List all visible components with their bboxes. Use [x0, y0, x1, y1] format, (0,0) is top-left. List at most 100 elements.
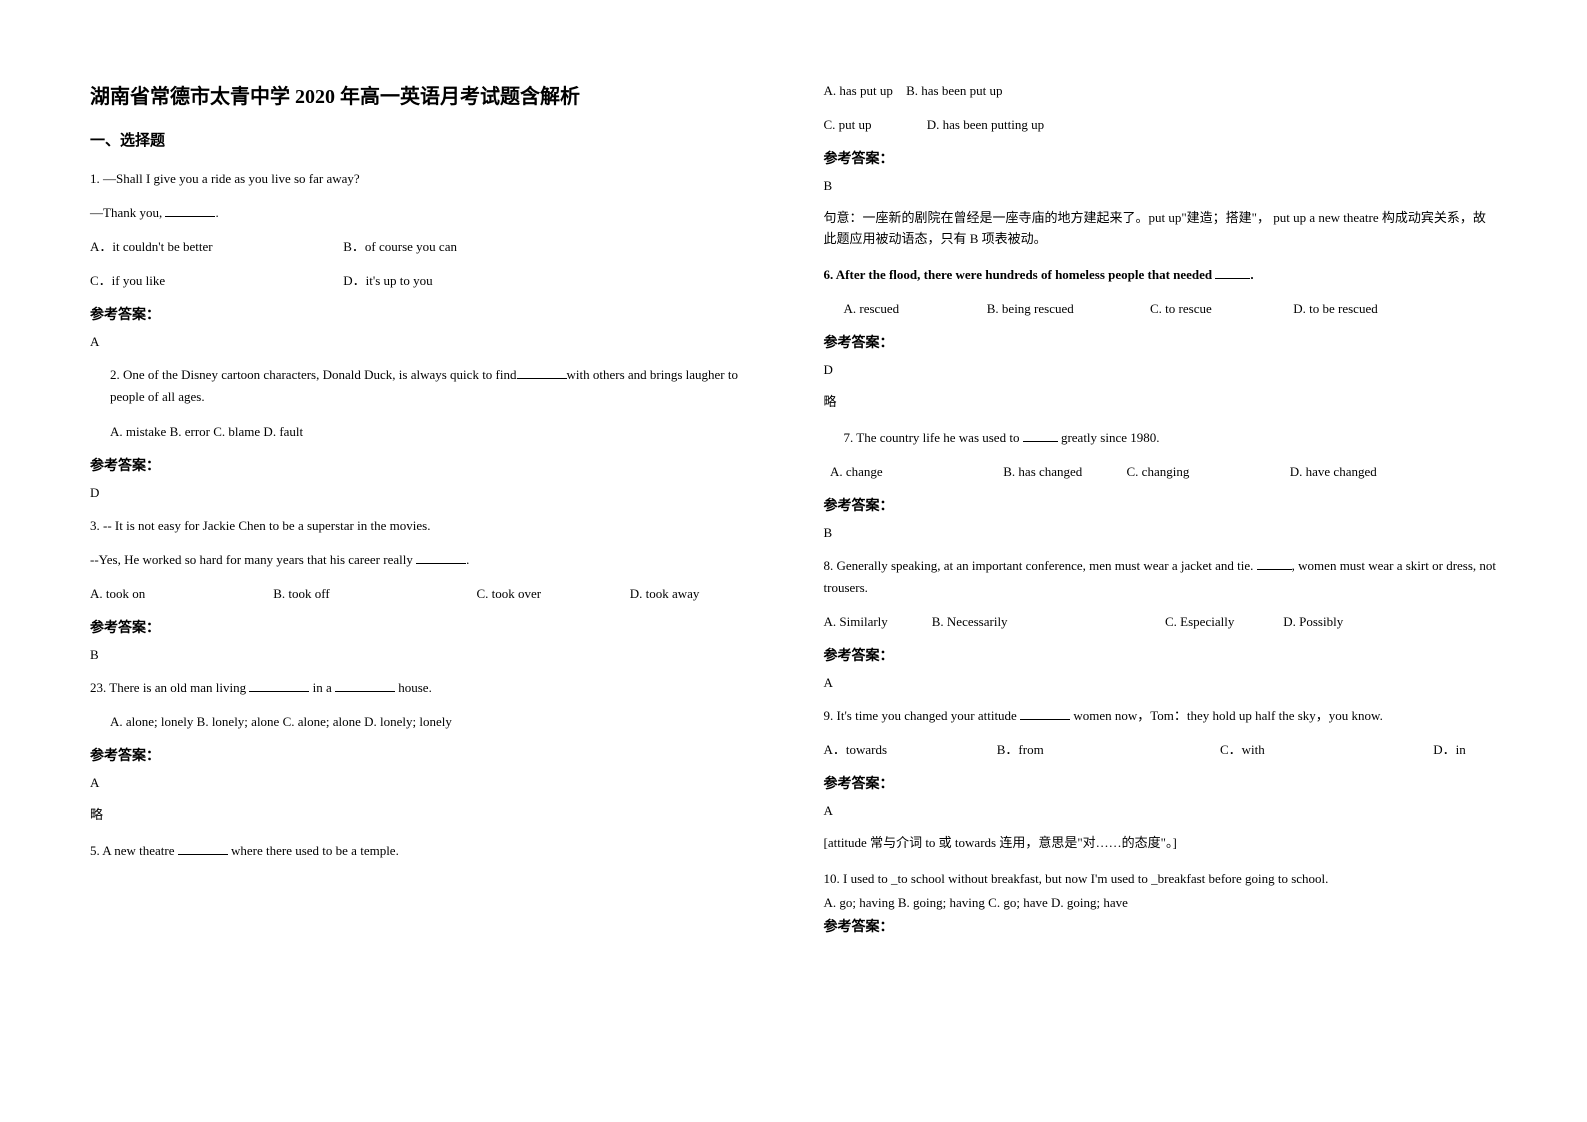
q1-ans: A [90, 334, 764, 350]
q6-ans: D [824, 362, 1498, 378]
q1-opts-row1: A．it couldn't be better B．of course you … [90, 236, 764, 258]
q3-ans: B [90, 647, 764, 663]
q3-post: . [466, 552, 469, 567]
q9-line: 9. It's time you changed your attitude w… [824, 705, 1498, 727]
q1-opts-row2: C．if you like D．it's up to you [90, 270, 764, 292]
q8-line: 8. Generally speaking, at an important c… [824, 555, 1498, 599]
q8-ans: A [824, 675, 1498, 691]
q2-pre: 2. One of the Disney cartoon characters,… [110, 367, 517, 382]
q6-line: 6. After the flood, there were hundreds … [824, 264, 1498, 286]
q6-post: . [1250, 267, 1253, 282]
q5-post: where there used to be a temple. [228, 843, 399, 858]
q6-optD: D. to be rescued [1293, 298, 1377, 320]
q2-opts: A. mistake B. error C. blame D. fault [90, 421, 764, 443]
q3-blank [416, 551, 466, 564]
q6-optB: B. being rescued [987, 298, 1117, 320]
q9-blank [1020, 707, 1070, 720]
q5-optA: A. has put up [824, 80, 893, 102]
q9-optC: C．with [1220, 739, 1400, 761]
q9-explain: [attitude 常与介词 to 或 towards 连用，意思是"对……的态… [824, 833, 1498, 854]
q6-ans-label: 参考答案： [824, 332, 1498, 352]
q6-opts: A. rescued B. being rescued C. to rescue… [824, 298, 1498, 320]
q5-opts-row2: C. put up D. has been putting up [824, 114, 1498, 136]
q7-optA: A. change [830, 461, 970, 483]
q1-line2-post: . [215, 205, 218, 220]
q6-optC: C. to rescue [1150, 298, 1260, 320]
q5-line: 5. A new theatre where there used to be … [90, 840, 764, 862]
q7-optC: C. changing [1127, 461, 1257, 483]
q2-line: 2. One of the Disney cartoon characters,… [90, 364, 764, 408]
q8-optA: A. Similarly [824, 611, 914, 633]
q23-pre: 23. There is an old man living [90, 680, 249, 695]
q2-blank [517, 366, 567, 379]
q3-optC: C. took over [477, 583, 597, 605]
q3-opts: A. took on B. took off C. took over D. t… [90, 583, 764, 605]
q23-line: 23. There is an old man living in a hous… [90, 677, 764, 699]
q7-opts: A. change B. has changed C. changing D. … [824, 461, 1498, 483]
q9-pre: 9. It's time you changed your attitude [824, 708, 1021, 723]
q23-post: house. [395, 680, 432, 695]
left-column: 湖南省常德市太青中学 2020 年高一英语月考试题含解析 一、选择题 1. —S… [60, 80, 794, 1082]
q23-mid: in a [309, 680, 335, 695]
q8-ans-label: 参考答案： [824, 645, 1498, 665]
q1-blank [165, 204, 215, 217]
q5-pre: 5. A new theatre [90, 843, 178, 858]
q3-pre: --Yes, He worked so hard for many years … [90, 552, 416, 567]
q6-blank [1215, 266, 1250, 279]
q5-blank [178, 842, 228, 855]
q23-opts: A. alone; lonely B. lonely; alone C. alo… [90, 711, 764, 733]
q23-ans-label: 参考答案： [90, 745, 764, 765]
q9-ans: A [824, 803, 1498, 819]
q23-blank2 [335, 679, 395, 692]
section-1-header: 一、选择题 [90, 129, 764, 150]
q5-optC: C. put up [824, 114, 914, 136]
q2-ans: D [90, 485, 764, 501]
q5-ans-label: 参考答案： [824, 148, 1498, 168]
right-column: A. has put up B. has been put up C. put … [794, 80, 1528, 1082]
q7-blank [1023, 429, 1058, 442]
q8-blank [1257, 557, 1292, 570]
q7-pre: 7. The country life he was used to [844, 430, 1023, 445]
q9-post: women now，Tom：they hold up half the sky，… [1070, 708, 1383, 723]
q5-opts-row1: A. has put up B. has been put up [824, 80, 1498, 102]
q9-ans-label: 参考答案： [824, 773, 1498, 793]
q9-optD: D．in [1433, 739, 1466, 761]
q8-optC: C. Especially [1165, 611, 1265, 633]
q3-optD: D. took away [630, 583, 700, 605]
q3-line1: 3. -- It is not easy for Jackie Chen to … [90, 515, 764, 537]
q23-ans: A [90, 775, 764, 791]
q1-ans-label: 参考答案： [90, 304, 764, 324]
q10-ans-label: 参考答案： [824, 916, 1498, 936]
q6-pre: 6. After the flood, there were hundreds … [824, 267, 1216, 282]
q3-ans-label: 参考答案： [90, 617, 764, 637]
q8-optD: D. Possibly [1283, 611, 1343, 633]
q1-optB: B．of course you can [343, 236, 457, 258]
doc-title: 湖南省常德市太青中学 2020 年高一英语月考试题含解析 [90, 80, 764, 109]
q1-line2: —Thank you, . [90, 202, 764, 224]
q7-post: greatly since 1980. [1058, 430, 1160, 445]
q7-ans: B [824, 525, 1498, 541]
q5-explain: 句意：一座新的剧院在曾经是一座寺庙的地方建起来了。put up"建造；搭建"， … [824, 208, 1498, 250]
q5-optD: D. has been putting up [927, 114, 1044, 136]
q7-line: 7. The country life he was used to great… [824, 427, 1498, 449]
q10-opts: A. go; having B. going; having C. go; ha… [824, 892, 1498, 914]
q8-optB: B. Necessarily [932, 611, 1132, 633]
q3-optB: B. took off [273, 583, 443, 605]
q6-skip: 略 [824, 392, 1498, 413]
q7-optD: D. have changed [1290, 461, 1377, 483]
q1-line1: 1. —Shall I give you a ride as you live … [90, 168, 764, 190]
q7-ans-label: 参考答案： [824, 495, 1498, 515]
q5-optB: B. has been put up [906, 80, 1002, 102]
q2-ans-label: 参考答案： [90, 455, 764, 475]
q1-optC: C．if you like [90, 270, 310, 292]
q23-blank1 [249, 679, 309, 692]
q6-optA: A. rescued [844, 298, 954, 320]
q9-optA: A．towards [824, 739, 964, 761]
q5-ans: B [824, 178, 1498, 194]
q9-optB: B．from [997, 739, 1187, 761]
q8-pre: 8. Generally speaking, at an important c… [824, 558, 1257, 573]
q23-skip: 略 [90, 805, 764, 826]
q8-opts: A. Similarly B. Necessarily C. Especiall… [824, 611, 1498, 633]
q7-optB: B. has changed [1003, 461, 1113, 483]
q1-optA: A．it couldn't be better [90, 236, 310, 258]
